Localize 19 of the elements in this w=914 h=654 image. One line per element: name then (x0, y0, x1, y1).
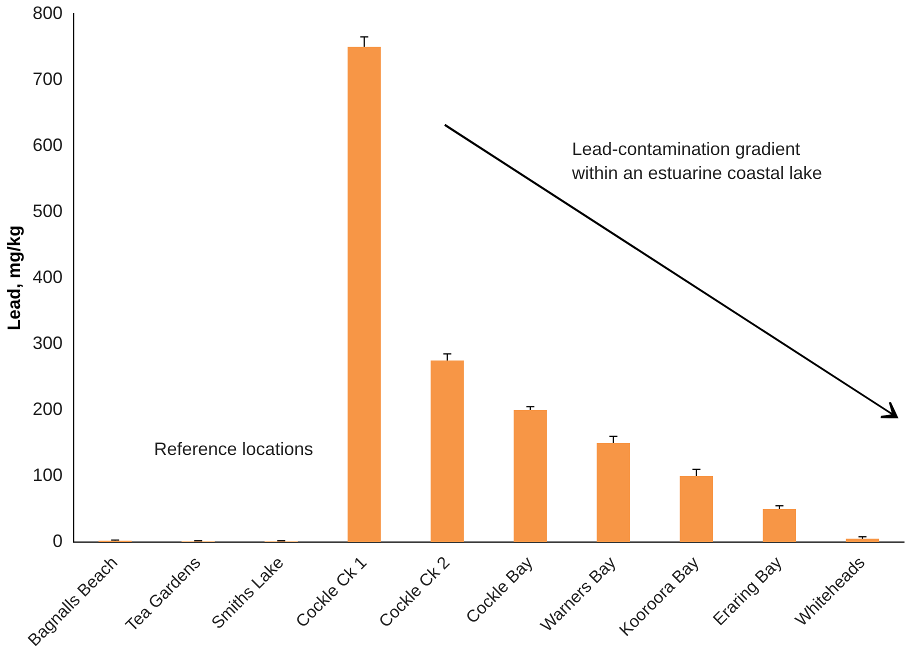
y-tick-label: 800 (32, 2, 63, 23)
y-tick-label: 300 (32, 332, 63, 353)
y-tick-label: 500 (32, 200, 63, 221)
y-tick-label: 400 (32, 266, 63, 287)
bar (596, 442, 630, 542)
bar (430, 360, 464, 542)
y-tick-label: 700 (32, 68, 63, 89)
y-tick-label: 600 (32, 134, 63, 155)
bar (762, 509, 796, 542)
bar (514, 410, 547, 542)
annotation: Lead-contamination gradient within an estuarine coastal lake (571, 139, 822, 183)
annotation: Reference locations (154, 439, 314, 459)
y-axis-title: Lead, mg/kg (4, 225, 24, 330)
y-tick-label: 0 (52, 531, 63, 552)
bar (348, 46, 381, 542)
y-tick-label: 200 (32, 398, 63, 419)
y-tick-label: 100 (32, 464, 63, 485)
bar (680, 476, 714, 542)
bar (846, 538, 880, 542)
